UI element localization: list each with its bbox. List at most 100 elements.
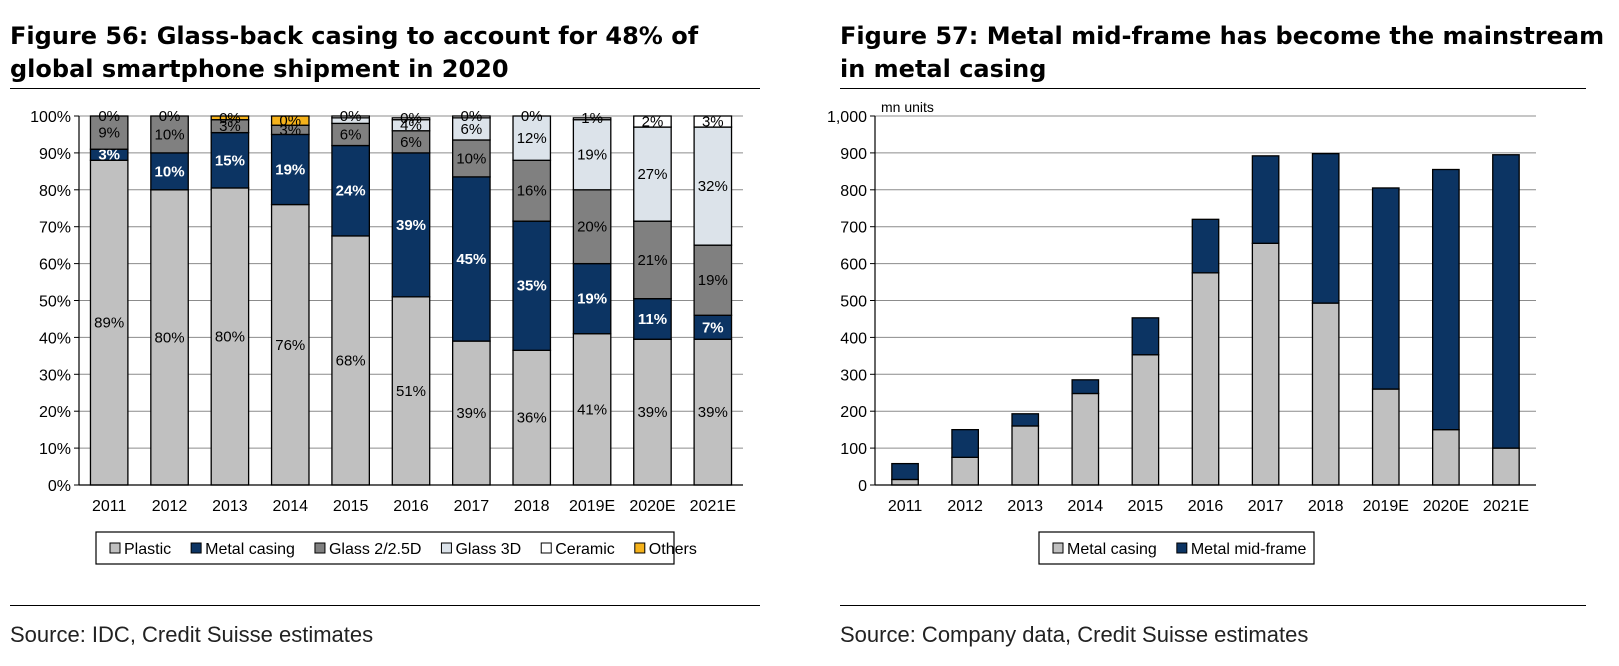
data-label-others: 0% (400, 110, 422, 127)
bar-segment-glass-2-2-5d (693, 244, 733, 316)
x-tick-label: 2021E (1483, 498, 1529, 515)
bar-segment-metal-casing (1311, 302, 1340, 486)
y-tick-label: 40% (39, 330, 71, 347)
data-label-glass-2-2-5d: 9% (98, 125, 120, 142)
data-label-others: 0% (159, 108, 181, 125)
y-tick-label: 400 (840, 330, 867, 347)
y-tick-label: 50% (39, 294, 71, 311)
data-label-metal-casing: 39% (396, 217, 426, 234)
bar-segment-plastic (89, 159, 129, 486)
figure-56-title-rule (10, 88, 760, 89)
bar-segment-ceramic (693, 115, 733, 128)
data-label-others: 0% (461, 108, 483, 125)
x-tick-label: 2011 (888, 498, 923, 515)
bar-segment-metal-casing (1492, 447, 1520, 486)
bar-segment-glass-2-2-5d (572, 189, 612, 265)
bar-segment-glass-2-2-5d (89, 115, 129, 150)
legend-label-glass-3d: Glass 3D (455, 541, 521, 558)
x-tick-label: 2015 (333, 498, 369, 515)
data-label-plastic: 39% (637, 404, 667, 421)
data-label-plastic: 76% (275, 337, 305, 354)
bar-segment-metal-mid-frame (891, 462, 919, 481)
bar-segment-metal-casing (1011, 425, 1040, 486)
data-label-plastic: 89% (94, 315, 124, 332)
bar-segment-ceramic (572, 117, 612, 121)
y-tick-label: 700 (840, 220, 867, 237)
data-label-others: 1% (581, 110, 603, 127)
data-label-plastic: 80% (215, 328, 245, 345)
data-label-glass-3d: 12% (517, 130, 547, 147)
bar-segment-metal-mid-frame (1492, 154, 1520, 449)
data-label-plastic: 36% (517, 410, 547, 427)
figure-56-panel: Figure 56: Glass-back casing to account … (0, 0, 790, 666)
data-label-plastic: 51% (396, 383, 426, 400)
bar-segment-glass-2-2-5d (452, 139, 491, 178)
y-tick-label: 30% (39, 367, 71, 384)
data-label-glass-3d: 19% (577, 147, 607, 164)
figure-56-title: Figure 56: Glass-back casing to account … (10, 22, 699, 83)
bar-segment-ceramic (331, 115, 370, 119)
data-label-metal-casing: 11% (638, 311, 667, 328)
data-label-glass-2-2-5d: 21% (637, 252, 667, 269)
bar-segment-metal-mid-frame (951, 428, 980, 458)
y-tick-label: 10% (39, 441, 71, 458)
bar-segment-plastic (512, 349, 552, 486)
bar-segment-others (270, 115, 310, 126)
legend-swatch-glass-2-2-5d (314, 542, 326, 554)
x-tick-label: 2017 (454, 498, 490, 515)
data-label-plastic: 41% (577, 401, 607, 418)
y-tick-label: 80% (39, 183, 71, 200)
bar-segment-ceramic (391, 117, 431, 121)
bar-segment-metal-casing (452, 176, 491, 342)
data-label-metal-casing: 10% (155, 163, 185, 180)
bar-segment-metal-mid-frame (1431, 168, 1460, 431)
x-tick-label: 2021E (690, 498, 736, 515)
legend-label-others: Others (649, 541, 697, 558)
data-label-metal-casing: 45% (456, 251, 486, 268)
figure-57-bottom-rule (840, 605, 1586, 606)
x-tick-label: 2013 (1007, 498, 1043, 515)
bar-segment-metal-casing (1251, 242, 1280, 486)
y-tick-label: 70% (39, 220, 71, 237)
data-label-metal-casing: 3% (98, 147, 120, 164)
data-label-others: 0% (340, 108, 362, 125)
bar-segment-metal-mid-frame (1191, 218, 1220, 274)
x-tick-label: 2011 (92, 498, 127, 515)
bar-segment-metal-casing (270, 133, 310, 206)
legend-label-plastic: Plastic (124, 541, 171, 558)
legend-swatch-glass-3d (440, 542, 452, 554)
bar-segment-glass-2-2-5d (633, 220, 672, 300)
legend-swatch-others (634, 542, 646, 554)
figure-56-source: Source: IDC, Credit Suisse estimates (10, 622, 374, 647)
bar-segment-metal-casing (891, 478, 919, 486)
y-tick-label: 0% (48, 478, 71, 495)
figure-56-bottom-rule (10, 605, 760, 606)
legend-swatch-ceramic (540, 542, 552, 554)
data-label-metal-casing: 24% (336, 183, 366, 200)
y-tick-label: 500 (840, 294, 867, 311)
x-tick-label: 2016 (393, 498, 429, 515)
bar-segment-glass-3d (633, 126, 672, 222)
legend-label-metal-mid-frame: Metal mid-frame (1191, 541, 1307, 558)
data-label-glass-2-2-5d: 16% (517, 183, 547, 200)
data-label-glass-3d: 32% (698, 178, 728, 195)
data-label-ceramic: 2% (642, 114, 664, 131)
data-label-others: 0% (219, 110, 241, 127)
bar-segment-plastic (391, 296, 431, 486)
data-label-glass-2-2-5d: 19% (698, 272, 728, 289)
x-tick-label: 2020E (1423, 498, 1469, 515)
y-axis-label: mn units (881, 99, 934, 115)
y-tick-label: 60% (39, 257, 71, 274)
bar-segment-plastic (572, 333, 612, 486)
bar-segment-ceramic (452, 115, 491, 119)
y-tick-label: 600 (840, 257, 867, 274)
y-tick-label: 1,000 (827, 109, 867, 126)
data-label-metal-casing: 19% (275, 162, 305, 179)
data-label-glass-3d: 4% (400, 117, 422, 134)
data-label-plastic: 68% (336, 352, 366, 369)
y-tick-label: 100% (30, 109, 71, 126)
data-label-metal-casing: 15% (215, 152, 245, 169)
bar-segment-others (210, 115, 250, 121)
bar-segment-metal-mid-frame (1371, 187, 1400, 390)
x-tick-label: 2019E (1363, 498, 1409, 515)
